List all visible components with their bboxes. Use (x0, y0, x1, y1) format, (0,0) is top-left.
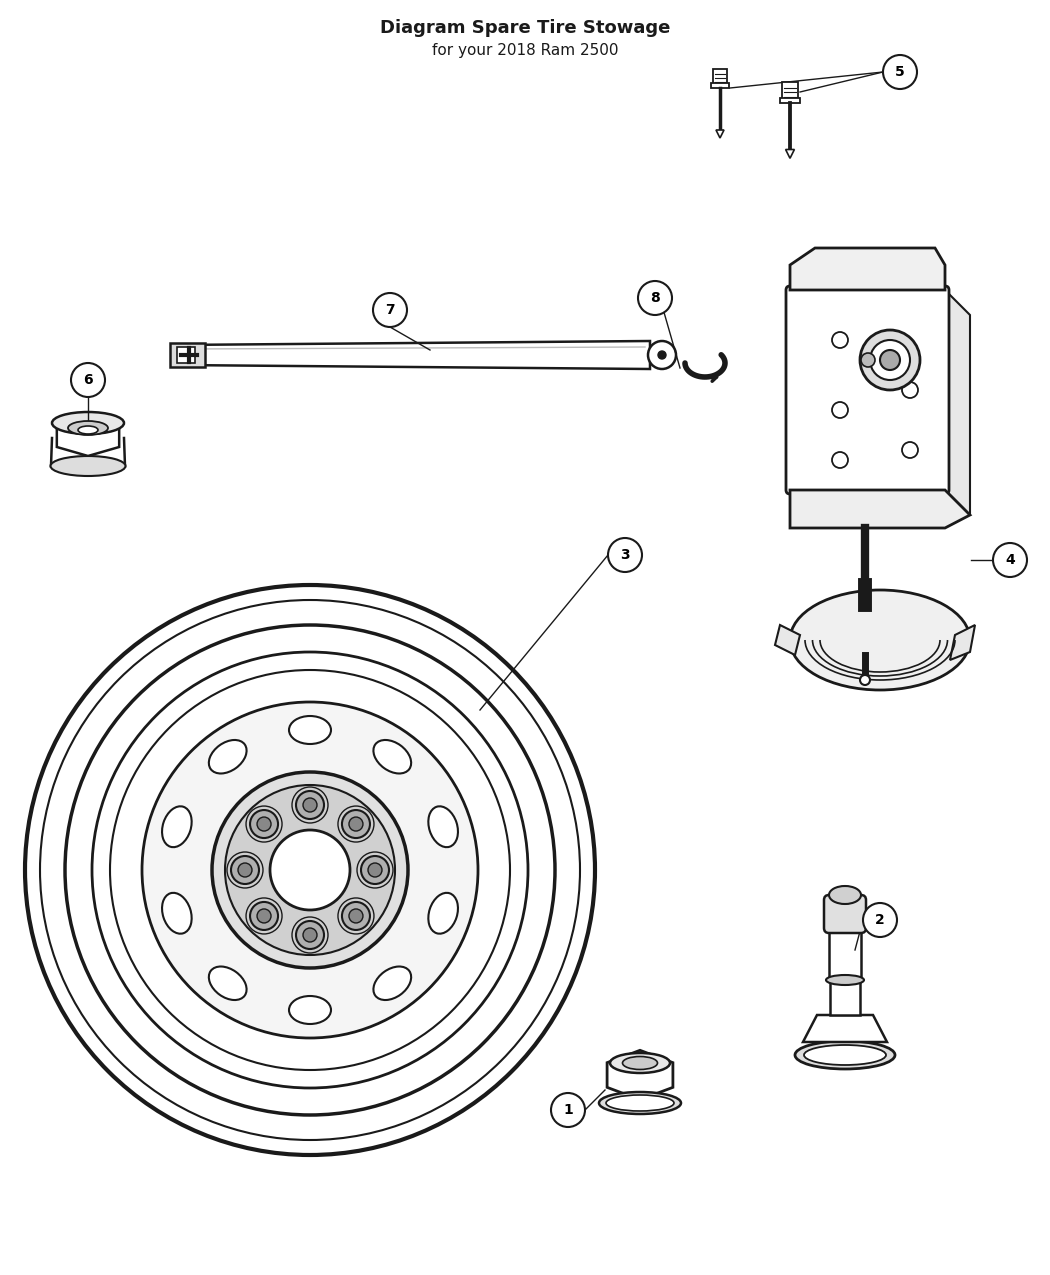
Ellipse shape (68, 421, 108, 435)
Circle shape (342, 810, 370, 838)
Ellipse shape (428, 892, 458, 933)
Polygon shape (607, 1051, 673, 1100)
Ellipse shape (623, 1057, 657, 1070)
Ellipse shape (826, 975, 864, 986)
Circle shape (870, 340, 910, 380)
Bar (780, 98, 800, 103)
Polygon shape (945, 289, 970, 515)
Ellipse shape (830, 886, 861, 904)
Circle shape (860, 330, 920, 390)
Bar (830, 980, 860, 1015)
Ellipse shape (289, 717, 331, 745)
Text: 6: 6 (83, 374, 92, 388)
Ellipse shape (209, 740, 247, 774)
Ellipse shape (374, 966, 412, 1000)
Circle shape (342, 901, 370, 929)
Bar (177, 347, 195, 363)
Circle shape (648, 340, 676, 368)
Ellipse shape (598, 1091, 681, 1114)
Circle shape (257, 909, 271, 923)
Ellipse shape (374, 740, 412, 774)
Circle shape (551, 1093, 585, 1127)
Polygon shape (716, 130, 724, 138)
Polygon shape (175, 340, 650, 368)
Text: 7: 7 (385, 303, 395, 317)
Bar (782, 83, 798, 99)
Ellipse shape (209, 966, 247, 1000)
Circle shape (608, 538, 642, 572)
Text: for your 2018 Ram 2500: for your 2018 Ram 2500 (432, 42, 618, 57)
Polygon shape (950, 625, 975, 660)
Polygon shape (785, 149, 795, 158)
Circle shape (349, 817, 363, 831)
Ellipse shape (610, 1053, 670, 1074)
Circle shape (257, 817, 271, 831)
Text: 4: 4 (1005, 553, 1015, 567)
Text: 1: 1 (563, 1103, 573, 1117)
Circle shape (638, 280, 672, 315)
Ellipse shape (790, 590, 970, 690)
Circle shape (270, 830, 350, 910)
Ellipse shape (78, 426, 98, 434)
Circle shape (212, 771, 408, 968)
Ellipse shape (50, 456, 126, 476)
Ellipse shape (162, 892, 192, 933)
Bar (711, 83, 729, 88)
Bar (713, 69, 727, 85)
Polygon shape (775, 625, 800, 655)
Circle shape (880, 351, 900, 370)
FancyBboxPatch shape (824, 895, 866, 933)
FancyBboxPatch shape (786, 286, 949, 493)
Circle shape (231, 856, 259, 884)
Circle shape (373, 293, 407, 326)
Polygon shape (57, 419, 120, 456)
Circle shape (303, 928, 317, 942)
Circle shape (250, 810, 278, 838)
Ellipse shape (795, 1040, 895, 1068)
Ellipse shape (162, 806, 192, 847)
Text: 5: 5 (895, 65, 905, 79)
Circle shape (225, 785, 395, 955)
Polygon shape (790, 490, 970, 528)
Ellipse shape (52, 412, 124, 434)
Ellipse shape (428, 806, 458, 847)
Text: 3: 3 (621, 548, 630, 562)
Circle shape (296, 790, 324, 819)
Polygon shape (790, 249, 945, 289)
Polygon shape (803, 1015, 887, 1042)
Bar (830, 928, 861, 980)
Polygon shape (170, 343, 205, 367)
Text: Diagram Spare Tire Stowage: Diagram Spare Tire Stowage (380, 19, 670, 37)
Circle shape (238, 863, 252, 877)
Circle shape (303, 798, 317, 812)
Circle shape (861, 353, 875, 367)
Circle shape (250, 901, 278, 929)
Ellipse shape (804, 1046, 886, 1065)
Circle shape (658, 351, 666, 360)
Circle shape (142, 703, 478, 1038)
Circle shape (349, 909, 363, 923)
Circle shape (296, 921, 324, 949)
Circle shape (863, 903, 897, 937)
Circle shape (993, 543, 1027, 578)
Circle shape (368, 863, 382, 877)
Text: 2: 2 (875, 913, 885, 927)
Circle shape (883, 55, 917, 89)
Text: 8: 8 (650, 291, 659, 305)
Circle shape (860, 674, 870, 685)
Circle shape (71, 363, 105, 397)
Ellipse shape (289, 996, 331, 1024)
Ellipse shape (606, 1095, 674, 1111)
Circle shape (361, 856, 388, 884)
